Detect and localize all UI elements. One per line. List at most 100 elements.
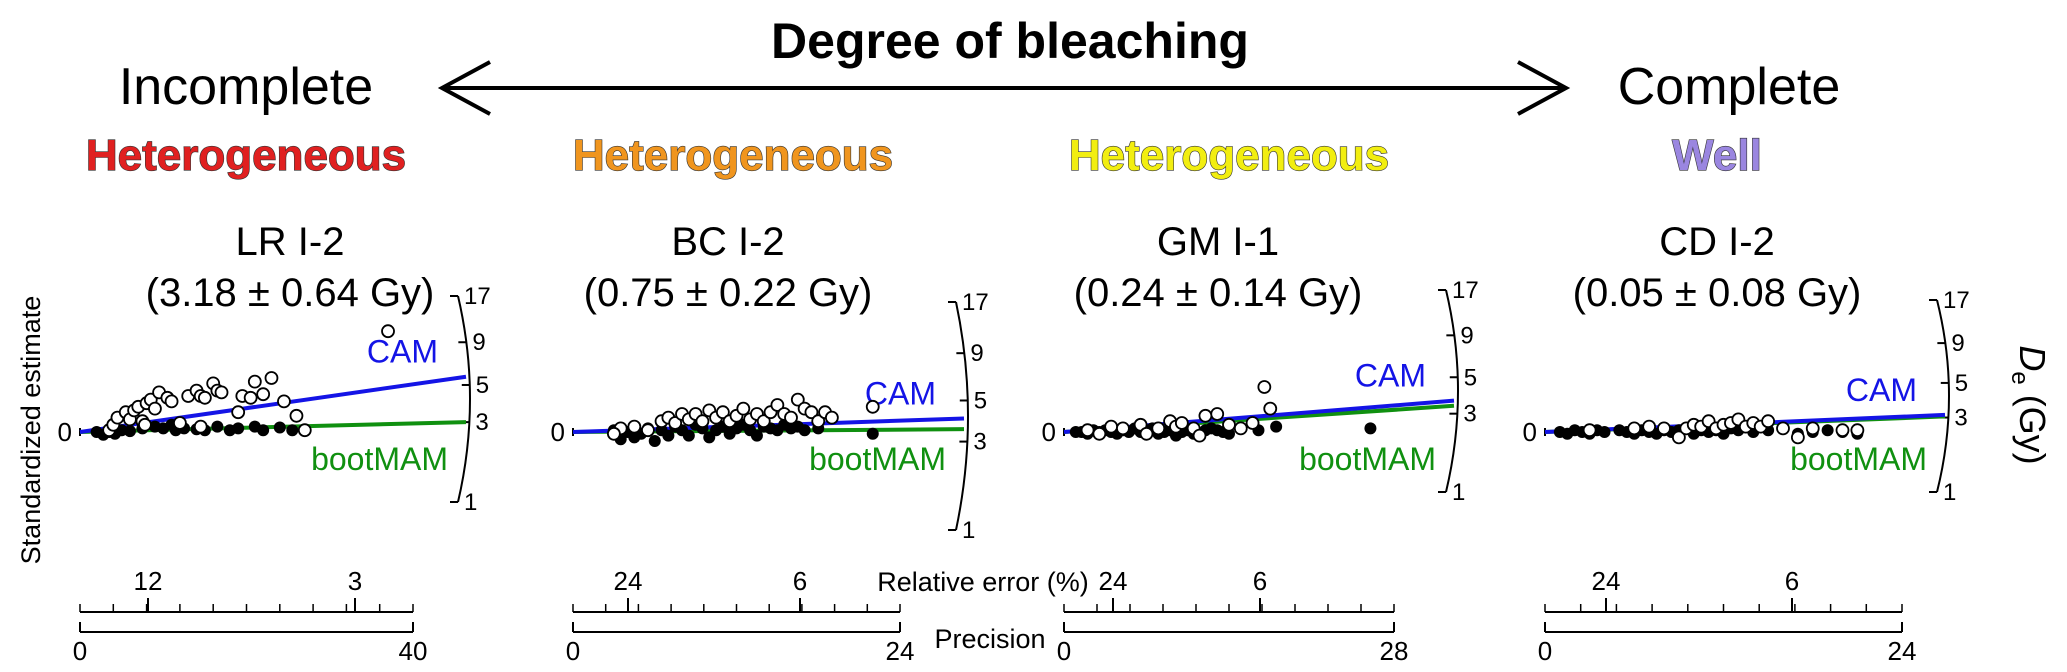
open-point [243,390,258,405]
open-point [1582,423,1597,438]
open-point [784,410,798,425]
filled-point [750,429,763,442]
de-tick-label: 17 [962,289,989,316]
open-point [736,401,751,416]
de-tick-label: 3 [475,409,488,436]
open-point [1210,407,1225,421]
open-point [824,410,839,425]
y-zero-tick-label: 0 [551,417,565,447]
rel-error-tick-label: 24 [1592,566,1621,596]
category-label: Well [1672,131,1762,180]
open-point [1761,414,1776,429]
rel-error-tick-label: 24 [1099,566,1128,596]
de-tick-label: 5 [974,387,987,414]
cam-label: CAM [367,334,438,370]
open-point [1080,423,1095,438]
figure-title: Degree of bleaching [771,13,1249,69]
bootmam-label: bootMAM [809,441,946,477]
de-arc-axis [955,301,969,531]
de-symbol: D [2012,345,2053,371]
de-tick-label: 3 [973,429,986,456]
filled-point [866,427,879,440]
rel-error-tick-label: 12 [134,566,163,596]
sample-name: BC I-2 [671,220,784,264]
de-subscript: e [2006,371,2033,384]
de-tick-label: 1 [464,489,477,516]
open-point [1671,430,1686,445]
open-point [172,416,187,430]
y-zero-tick-label: 0 [1523,417,1537,447]
filled-point [257,424,270,437]
open-point [381,324,395,339]
sample-name: CD I-2 [1659,220,1775,264]
precision-tick-label: 0 [566,636,580,666]
open-point [811,414,826,429]
open-point [197,390,212,405]
de-arc-axis [1445,289,1459,493]
relative-error-label: Relative error (%) [877,567,1089,597]
panel-cd-i-2: Well CD I-2 (0.05 ± 0.08 Gy) 0 17 9 5 3 1 CAM boot… [1523,130,1970,666]
precision-label: Precision [934,624,1045,654]
open-point [1233,421,1248,436]
bootmam-label: bootMAM [1299,441,1436,477]
panel-lr-i-2: Heterogeneous LR I-2 (3.18 ± 0.64 Gy) 0 17 9 5… [58,130,491,666]
de-axis-label: De (Gy) [2006,345,2053,464]
filled-point [1364,422,1377,435]
open-point [1104,419,1119,434]
category-label: Heterogeneous [1069,131,1389,180]
precision-tick-label: 28 [1380,636,1409,666]
open-point [865,399,880,414]
open-point [264,371,279,385]
rel-error-tick-label: 6 [1253,566,1267,596]
open-point [627,419,642,434]
category-label: Heterogeneous [86,131,406,180]
y-zero-tick-label: 0 [58,417,72,447]
cam-label: CAM [1355,358,1426,394]
sample-value: (3.18 ± 0.64 Gy) [146,271,435,315]
rel-error-tick-label: 24 [614,566,643,596]
open-point [756,414,771,429]
open-point [1192,428,1207,443]
precision-tick-label: 0 [73,636,87,666]
open-point [256,387,271,402]
open-point [289,408,304,423]
open-point [1850,423,1865,438]
open-point [297,423,312,438]
sample-name: GM I-1 [1157,220,1279,264]
open-point [1116,421,1130,436]
open-point [715,405,730,420]
de-tick-label: 3 [1954,405,1967,432]
panels: Heterogeneous LR I-2 (3.18 ± 0.64 Gy) 0 17 9 5… [58,130,1970,666]
de-tick-label: 3 [1463,401,1476,428]
open-point [1139,426,1154,441]
precision-tick-label: 24 [886,636,915,666]
open-point [804,405,819,420]
open-point [164,394,179,409]
open-point [1263,401,1278,416]
de-tick-label: 1 [1452,479,1465,506]
de-tick-label: 5 [1464,364,1477,391]
precision-tick-label: 24 [1888,636,1917,666]
open-point [1790,430,1805,445]
open-point [1198,408,1213,423]
de-tick-label: 9 [472,329,485,356]
open-point [277,394,291,409]
panel-bc-i-2: Heterogeneous BC I-2 (0.75 ± 0.22 Gy) 0 17 9 5… [551,130,989,666]
open-point [138,417,152,432]
open-point [1174,416,1189,430]
open-point [193,419,208,434]
precision-tick-label: 0 [1057,636,1071,666]
open-point [1627,421,1642,436]
de-arc-axis [457,295,471,503]
filled-point [648,435,661,447]
sample-value: (0.24 ± 0.14 Gy) [1074,271,1363,315]
de-tick-label: 1 [962,517,975,544]
bootmam-label: bootMAM [311,441,448,477]
de-tick-label: 17 [1943,287,1970,314]
open-point [1257,380,1272,394]
de-tick-label: 9 [1460,322,1473,349]
precision-tick-label: 40 [399,636,428,666]
open-point [247,374,262,389]
open-point [1642,419,1657,434]
